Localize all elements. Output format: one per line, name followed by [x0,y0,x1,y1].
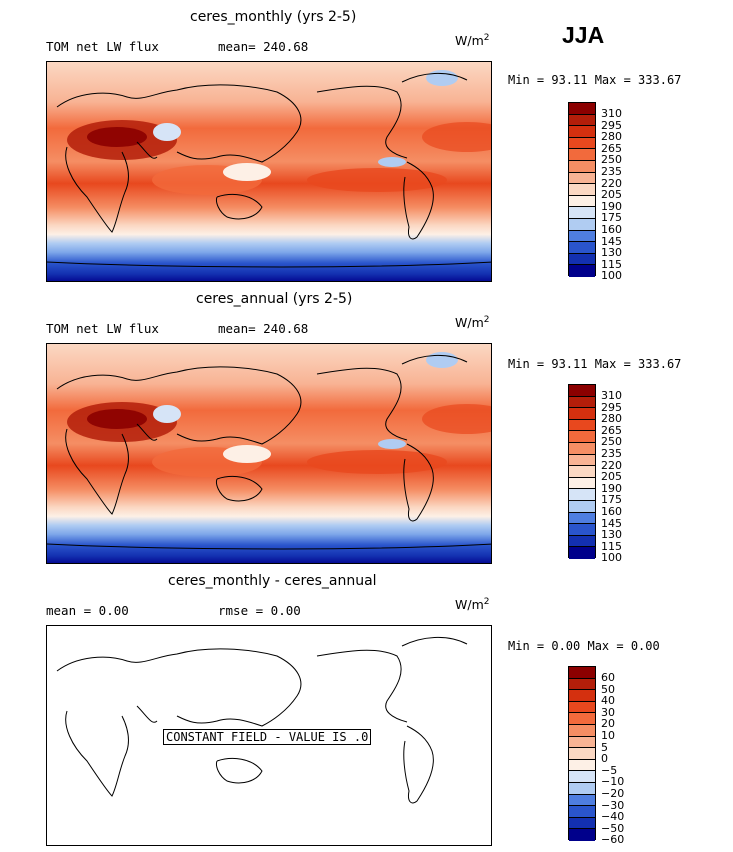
cbar-label: 295 [601,118,622,132]
cbar-label: 235 [601,447,622,460]
panel3-colorbar [568,666,596,841]
cbar-label: −20 [601,787,625,800]
panel3-title: ceres_monthly - ceres_annual [168,573,377,589]
panel3-mean: mean = 0.00 [46,603,129,618]
panel2-title: ceres_annual (yrs 2-5) [196,291,353,307]
cbar-label: −60 [601,833,625,847]
cbar-label: −10 [601,775,625,789]
cbar-label: 205 [601,188,622,202]
cbar-label: 20 [601,717,615,731]
cbar-label: 130 [601,528,622,542]
cbar-label: 100 [601,551,622,565]
panel3-rmse: rmse = 0.00 [218,603,301,618]
panel1-mean: mean= 240.68 [218,39,309,54]
cbar-label: 145 [601,516,622,530]
cbar-label: 250 [601,153,622,167]
cbar-label: 190 [601,199,622,213]
panel2-colorbar [568,384,596,559]
cbar-label: 130 [601,246,622,260]
cbar-label: 235 [601,165,622,178]
cbar-label: 265 [601,423,622,437]
cbar-label: 310 [601,107,622,120]
cbar-label: 220 [601,458,622,472]
panel2-map [46,343,492,564]
cbar-label: 280 [601,412,622,426]
panel1-map [46,61,492,282]
panel1-variable: TOM net LW flux [46,39,159,54]
cbar-label: 205 [601,470,622,484]
cbar-label: 175 [601,211,622,225]
panel1-title: ceres_monthly (yrs 2-5) [190,9,357,25]
panel2-variable: TOM net LW flux [46,321,159,336]
cbar-label: 115 [601,257,622,271]
cbar-label: 280 [601,130,622,144]
cbar-label: 160 [601,223,622,236]
panel1-minmax: Min = 93.11 Max = 333.67 [508,73,682,87]
cbar-label: 60 [601,671,615,684]
cbar-label: −50 [601,821,625,835]
cbar-label: 310 [601,389,622,402]
cbar-label: 50 [601,682,615,696]
cbar-label: 265 [601,141,622,155]
cbar-label: 175 [601,493,622,507]
panel3-units: W/m2 [455,597,490,613]
cbar-label: 115 [601,539,622,553]
cbar-label: −40 [601,810,625,824]
cbar-label: 0 [601,752,608,766]
cbar-label: 250 [601,435,622,449]
cbar-label: 5 [601,740,608,754]
cbar-label: 10 [601,729,615,742]
cbar-label: 145 [601,234,622,248]
panel2-units: W/m2 [455,315,490,331]
cbar-label: 160 [601,505,622,518]
cbar-label: 30 [601,705,615,719]
panel2-minmax: Min = 93.11 Max = 333.67 [508,357,682,371]
panel1-colorbar [568,102,596,277]
cbar-label: 40 [601,694,615,708]
cbar-label: 100 [601,269,622,283]
panel3-minmax: Min = 0.00 Max = 0.00 [508,639,660,653]
cbar-label: −5 [601,763,618,777]
cbar-label: 295 [601,400,622,414]
panel2-mean: mean= 240.68 [218,321,309,336]
constant-field-note: CONSTANT FIELD - VALUE IS .0 [163,729,372,745]
cbar-label: 190 [601,481,622,495]
cbar-label: 220 [601,176,622,190]
panel1-units: W/m2 [455,33,490,49]
cbar-label: −30 [601,798,625,812]
season-label: JJA [562,22,605,48]
